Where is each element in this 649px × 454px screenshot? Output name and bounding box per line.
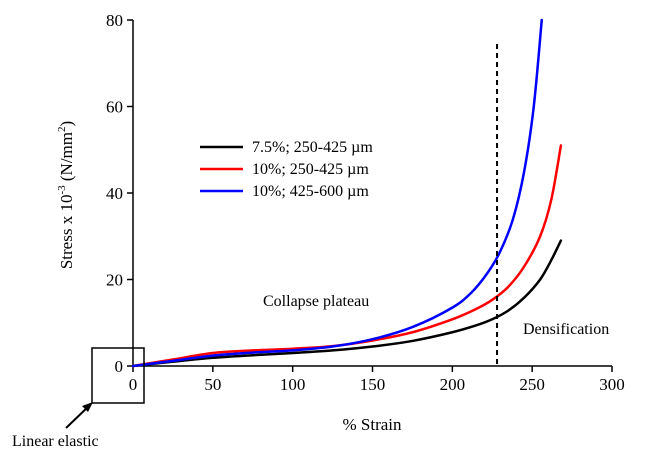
x-tick-label: 250 (519, 375, 545, 394)
legend-label-2: 10%; 250-425 µm (252, 161, 369, 178)
y-axis-title: Stress x 10-3 (N/mm2) (56, 121, 76, 269)
linear-elastic-box (91, 347, 145, 404)
series-line-3 (131, 18, 543, 368)
y-tick-label: 0 (115, 357, 124, 376)
x-tick-label: 150 (360, 375, 386, 394)
legend-label-1: 7.5%; 250-425 µm (252, 139, 373, 156)
legend-label-3: 10%; 425-600 µm (252, 183, 369, 200)
x-axis-title: % Strain (342, 415, 402, 434)
y-tick-label: 40 (106, 184, 123, 203)
linear-elastic-arrow-head (82, 402, 93, 412)
collapse-plateau-label: Collapse plateau (263, 293, 369, 310)
y-ticks: 0 20 40 60 80 (106, 11, 133, 376)
y-axis-title-unit: (N/mm (57, 132, 76, 185)
x-tick-label: 300 (599, 375, 625, 394)
densification-label: Densification (523, 321, 609, 338)
series-line-2 (131, 144, 563, 368)
x-ticks: 0 50 100 150 200 250 300 (129, 366, 625, 394)
x-tick-label: 0 (129, 375, 138, 394)
y-axis-title-close: ) (57, 121, 76, 127)
y-tick-label: 20 (106, 271, 123, 290)
series-line-1 (131, 239, 563, 368)
y-axis-title-unit-exp: 2 (56, 127, 68, 133)
x-tick-label: 50 (204, 375, 221, 394)
linear-elastic-label: Linear elastic (12, 433, 99, 450)
y-tick-label: 60 (106, 98, 123, 117)
x-tick-label: 100 (280, 375, 306, 394)
series-lines (131, 18, 563, 368)
y-axis-title-exp: -3 (56, 185, 68, 195)
legend: 7.5%; 250-425 µm 10%; 250-425 µm 10%; 425-… (200, 139, 373, 200)
x-tick-label: 200 (440, 375, 466, 394)
y-tick-label: 80 (106, 11, 123, 30)
y-axis-title-main: Stress x 10 (57, 195, 76, 270)
